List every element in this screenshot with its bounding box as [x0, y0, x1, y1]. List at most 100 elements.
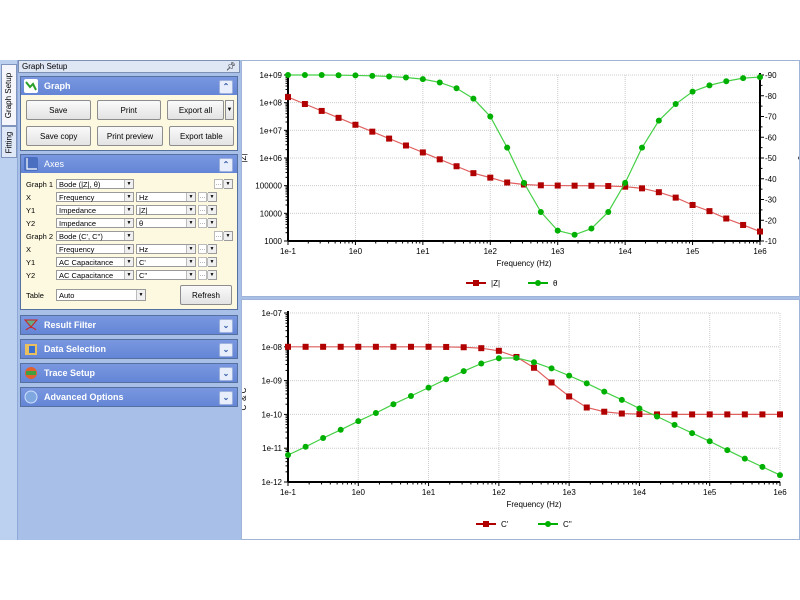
section-title: Result Filter: [44, 320, 97, 330]
quantity-select[interactable]: Frequency ▼: [56, 244, 134, 254]
expand-icon[interactable]: ⌄: [219, 367, 233, 381]
unit-select[interactable]: Hz ▼: [136, 244, 196, 254]
section-title: Axes: [44, 159, 65, 169]
save-copy-button[interactable]: Save copy: [26, 126, 92, 146]
trace-setup-section: Trace Setup ⌄: [20, 363, 238, 383]
section-title: Advanced Options: [44, 392, 124, 402]
quantity-select[interactable]: Bode (|Z|, θ) ▼: [56, 179, 134, 189]
axes-row-label: Graph 2: [26, 231, 54, 241]
quantity-select[interactable]: Bode (C', C'') ▼: [56, 231, 134, 241]
export-dropdown-arrow-icon[interactable]: ▼: [225, 100, 234, 120]
save-button[interactable]: Save: [26, 100, 91, 120]
svg-text:1e-11: 1e-11: [262, 444, 282, 453]
unit-select[interactable]: |Z| ▼: [136, 205, 196, 215]
chevron-down-icon: ▼: [207, 206, 216, 214]
tab-graph-setup[interactable]: Graph Setup: [1, 64, 17, 126]
svg-text:1e+07: 1e+07: [260, 126, 283, 135]
advanced-options-header[interactable]: Advanced Options ⌄: [21, 388, 237, 406]
filter-icon: [21, 318, 44, 332]
svg-text:Frequency (Hz): Frequency (Hz): [506, 500, 561, 509]
quantity-select[interactable]: AC Capacitance ▼: [56, 270, 134, 280]
chart-bode-capacitance[interactable]: 1e-1 1e0 1e1 1e2 1e3 1e4 1e5 1e6 1e-12 1e-11 1e-10…: [239, 299, 800, 540]
svg-text:1e0: 1e0: [352, 488, 366, 497]
more-options-icon[interactable]: …: [198, 270, 207, 280]
refresh-button[interactable]: Refresh: [180, 285, 232, 305]
svg-text:C': C': [501, 520, 509, 529]
options-dropdown[interactable]: ▼: [207, 244, 217, 254]
svg-text:θ: θ: [796, 155, 799, 160]
result-filter-header[interactable]: Result Filter ⌄: [21, 316, 237, 334]
app-window: Graph Setup Fitting Graph Setup 📌︎ Graph…: [0, 60, 800, 540]
more-options-icon[interactable]: …: [198, 192, 207, 202]
svg-text:-30: -30: [765, 196, 777, 205]
chevron-down-icon: ▼: [186, 206, 195, 214]
options-dropdown[interactable]: ▼: [207, 257, 217, 267]
more-options-icon[interactable]: …: [198, 244, 207, 254]
collapse-icon[interactable]: ⌃: [219, 80, 233, 94]
unit-select[interactable]: θ ▼: [136, 218, 196, 228]
svg-text:1e-09: 1e-09: [262, 377, 283, 386]
axes-section-header[interactable]: Axes ⌃: [21, 155, 237, 173]
svg-text:1e-10: 1e-10: [262, 410, 283, 419]
svg-text:-70: -70: [765, 113, 777, 122]
tab-label: Graph Setup: [4, 72, 14, 118]
expand-icon[interactable]: ⌄: [219, 319, 233, 333]
more-options-icon[interactable]: …: [198, 218, 207, 228]
export-all-button[interactable]: Export all: [167, 100, 224, 120]
svg-text:1e-1: 1e-1: [280, 488, 297, 497]
table-select[interactable]: Auto ▼: [56, 289, 146, 301]
options-dropdown[interactable]: ▼: [223, 179, 233, 189]
more-options-icon[interactable]: …: [198, 257, 207, 267]
options-dropdown[interactable]: ▼: [207, 205, 217, 215]
section-title: Data Selection: [44, 344, 107, 354]
more-options-icon[interactable]: …: [214, 179, 223, 189]
trace-setup-icon: [21, 366, 44, 380]
more-options-icon[interactable]: …: [214, 231, 223, 241]
quantity-select[interactable]: AC Capacitance ▼: [56, 257, 134, 267]
unit-select[interactable]: Hz ▼: [136, 192, 196, 202]
axes-row-label: Y1: [26, 205, 36, 215]
trace-setup-header[interactable]: Trace Setup ⌄: [21, 364, 237, 382]
svg-text:1e-08: 1e-08: [262, 343, 283, 352]
panel-title-bar: Graph Setup 📌︎: [18, 60, 240, 73]
data-selection-header[interactable]: Data Selection ⌄: [21, 340, 237, 358]
unit-select[interactable]: C' ▼: [136, 257, 196, 267]
quantity-select[interactable]: Frequency ▼: [56, 192, 134, 202]
axes-section: Axes ⌃ Graph 1 Bode (|Z|, θ) ▼ … ▼ X Frequ…: [20, 154, 238, 310]
graph-section-header[interactable]: Graph ⌃: [21, 77, 237, 95]
data-selection-section: Data Selection ⌄: [20, 339, 238, 359]
more-options-icon[interactable]: …: [198, 205, 207, 215]
chevron-down-icon: ▼: [124, 193, 133, 201]
tab-fitting[interactable]: Fitting: [1, 126, 17, 158]
options-dropdown[interactable]: ▼: [207, 270, 217, 280]
quantity-select[interactable]: Impedance ▼: [56, 205, 134, 215]
axes-row: Graph 2 Bode (C', C'') ▼ … ▼: [26, 230, 234, 242]
collapse-icon[interactable]: ⌃: [219, 158, 233, 172]
chevron-down-icon: ▼: [207, 219, 216, 227]
chevron-down-icon: ▼: [207, 245, 216, 253]
data-selection-icon: [21, 342, 44, 356]
unit-select[interactable]: C'' ▼: [136, 270, 196, 280]
chart-bode-impedance[interactable]: 1e-1 1e0 1e1 1e2 1e3 1e4 1e5 1e6 1000 10000 100000…: [239, 60, 800, 297]
expand-icon[interactable]: ⌄: [219, 391, 233, 405]
axes-row-label: Y2: [26, 270, 36, 280]
svg-text:1e+08: 1e+08: [260, 99, 283, 108]
export-table-button[interactable]: Export table: [168, 126, 234, 146]
chevron-down-icon: ▼: [223, 180, 232, 188]
svg-text:-80: -80: [765, 92, 777, 101]
quantity-select[interactable]: Impedance ▼: [56, 218, 134, 228]
panel-title: Graph Setup: [22, 62, 68, 71]
expand-icon[interactable]: ⌄: [219, 343, 233, 357]
svg-text:θ: θ: [553, 279, 558, 288]
options-dropdown[interactable]: ▼: [207, 192, 217, 202]
svg-text:Frequency (Hz): Frequency (Hz): [496, 259, 551, 268]
pin-icon[interactable]: 📌︎: [225, 62, 236, 71]
chevron-down-icon: ▼: [124, 271, 133, 279]
print-preview-button[interactable]: Print preview: [97, 126, 163, 146]
chevron-down-icon: ▼: [136, 290, 145, 300]
options-dropdown[interactable]: ▼: [207, 218, 217, 228]
print-button[interactable]: Print: [96, 100, 161, 120]
chevron-down-icon: ▼: [186, 245, 195, 253]
svg-text:1e1: 1e1: [422, 488, 436, 497]
options-dropdown[interactable]: ▼: [223, 231, 233, 241]
